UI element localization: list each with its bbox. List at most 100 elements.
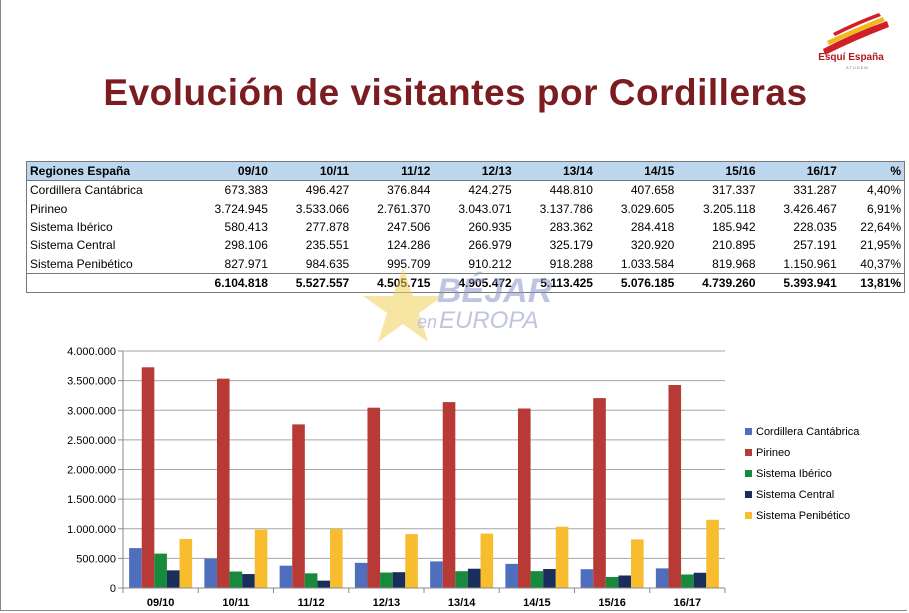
region-name-cell: Sistema Ibérico (30, 220, 113, 235)
bar-pirineo-13-14 (442, 402, 456, 588)
value-cell: 819.968 (712, 256, 756, 271)
value-cell: 260.935 (468, 220, 512, 235)
bar-sistema-central-15-16 (618, 575, 632, 588)
bar-cordillera-cant-brica-12-13 (354, 562, 368, 588)
table-row: Cordillera Cantábrica 673.383 496.427 376.8… (27, 181, 905, 200)
total-cell: 5.527.557 (270, 272, 353, 293)
value-cell: 228.035 (793, 220, 837, 235)
bar-cordillera-cant-brica-10-11 (204, 558, 217, 588)
bar-sistema-ib-rico-13-14 (455, 571, 468, 588)
value-cell: 3.205.118 (703, 201, 756, 216)
value-cell: 3.043.071 (458, 201, 512, 216)
value-cell: 317.337 (712, 183, 756, 198)
x-tick-label: 12/13 (373, 597, 401, 609)
bar-sistema-central-13-14 (467, 568, 481, 588)
value-cell: 918.288 (549, 256, 593, 271)
bar-pirineo-14-15 (517, 408, 531, 588)
header-cell: 12/13 (433, 161, 515, 182)
value-cell: 4,40% (866, 183, 901, 198)
logo-text: Esquí España (818, 52, 884, 63)
value-cell: 3.137.786 (539, 201, 593, 216)
page-title: Evolución de visitantes por Cordilleras (103, 72, 808, 113)
bar-sistema-penib-tico-09-10 (179, 538, 193, 588)
value-cell: 407.658 (630, 183, 675, 198)
region-name-cell: Pirineo (30, 201, 68, 216)
value-cell: 124.286 (387, 238, 431, 253)
total-cell: 4.905.472 (433, 272, 515, 293)
value-cell: 3.426.467 (783, 201, 837, 216)
legend-label: Sistema Central (756, 489, 834, 501)
header-cell: Regiones España (26, 161, 190, 182)
header-cell: 09/10 (189, 161, 271, 182)
value-cell: 283.362 (549, 220, 593, 235)
bar-sistema-penib-tico-11-12 (330, 529, 343, 588)
visitors-bar-chart: 0 500.000 1.000.000 1.500.000 2.000.000 2.500… (67, 346, 860, 609)
total-cell (26, 272, 190, 293)
value-cell: 298.106 (224, 238, 268, 253)
value-cell: 325.179 (549, 238, 593, 253)
value-cell: 284.418 (630, 220, 675, 235)
table-row: Sistema Central 298.106 235.551 124.286 266.… (27, 236, 905, 254)
bar-sistema-central-16-17 (693, 572, 707, 588)
y-tick-label: 0 (110, 583, 116, 595)
value-cell: 210.895 (712, 238, 756, 253)
bar-pirineo-12-13 (367, 407, 381, 588)
table-row: Sistema Penibético 827.971 984.635 995.709 9… (27, 254, 905, 273)
value-cell: 40,37% (860, 256, 901, 271)
bar-sistema-central-10-11 (242, 574, 255, 588)
value-cell: 22,64% (860, 220, 901, 235)
x-tick-label: 15/16 (598, 597, 626, 609)
legend-swatch (745, 428, 752, 435)
value-cell: 3.533.066 (295, 201, 350, 216)
header-cell: 11/12 (352, 161, 434, 182)
value-cell: 3.029.605 (620, 201, 675, 216)
legend-swatch (745, 449, 752, 456)
bar-sistema-central-09-10 (166, 570, 180, 588)
value-cell: 984.635 (305, 256, 350, 271)
value-cell: 496.427 (305, 183, 350, 198)
header-cell: 16/17 (758, 161, 840, 182)
value-cell: 331.287 (793, 183, 837, 198)
table-row: Sistema Ibérico 580.413 277.878 247.506 260.… (27, 218, 905, 236)
bar-pirineo-16-17 (668, 384, 682, 588)
y-tick-label: 4.000.000 (67, 346, 116, 358)
total-cell: 5.113.425 (514, 272, 596, 293)
value-cell: 827.971 (224, 256, 268, 271)
bar-sistema-penib-tico-16-17 (706, 519, 719, 588)
y-tick-label: 2.500.000 (67, 435, 116, 447)
bar-sistema-penib-tico-12-13 (405, 534, 418, 588)
logo-subtext: ATUDEM (846, 65, 869, 70)
bejar-en-europa-watermark: BÉJAR en EUROPA (363, 268, 553, 342)
header-cell: 14/15 (595, 161, 678, 182)
total-cell: 4.739.260 (677, 272, 759, 293)
bar-sistema-ib-rico-15-16 (605, 576, 619, 588)
bar-sistema-ib-rico-16-17 (681, 574, 694, 588)
value-cell: 320.920 (630, 238, 675, 253)
table-row: Pirineo 3.724.945 3.533.066 2.761.370 3.043.… (27, 200, 905, 218)
value-cell: 995.709 (387, 256, 431, 271)
bar-pirineo-15-16 (593, 398, 606, 588)
value-cell: 673.383 (224, 183, 268, 198)
legend-label: Cordillera Cantábrica (756, 426, 860, 438)
region-name-cell: Sistema Central (30, 238, 116, 253)
bar-cordillera-cant-brica-16-17 (655, 568, 669, 588)
total-cell: 5.393.941 (758, 272, 840, 293)
bar-sistema-ib-rico-12-13 (380, 572, 393, 588)
value-cell: 2.761.370 (377, 201, 431, 216)
watermark-text-2b: EUROPA (439, 307, 539, 334)
value-cell: 6,91% (866, 201, 901, 216)
y-tick-label: 3.000.000 (67, 405, 116, 417)
x-tick-label: 13/14 (448, 597, 476, 609)
value-cell: 3.724.945 (214, 201, 268, 216)
header-cell: 10/11 (270, 161, 353, 182)
bar-sistema-penib-tico-10-11 (254, 529, 268, 588)
value-cell: 185.942 (712, 220, 756, 235)
region-name-cell: Sistema Penibético (30, 256, 133, 271)
table-header-row: Regiones España 09/10 10/11 11/12 12/13 … (26, 161, 905, 182)
bar-pirineo-11-12 (292, 424, 305, 588)
legend-swatch (745, 512, 752, 519)
y-tick-label: 2.000.000 (67, 465, 116, 477)
value-cell: 277.878 (305, 220, 350, 235)
watermark-text-2a: en (417, 312, 437, 332)
